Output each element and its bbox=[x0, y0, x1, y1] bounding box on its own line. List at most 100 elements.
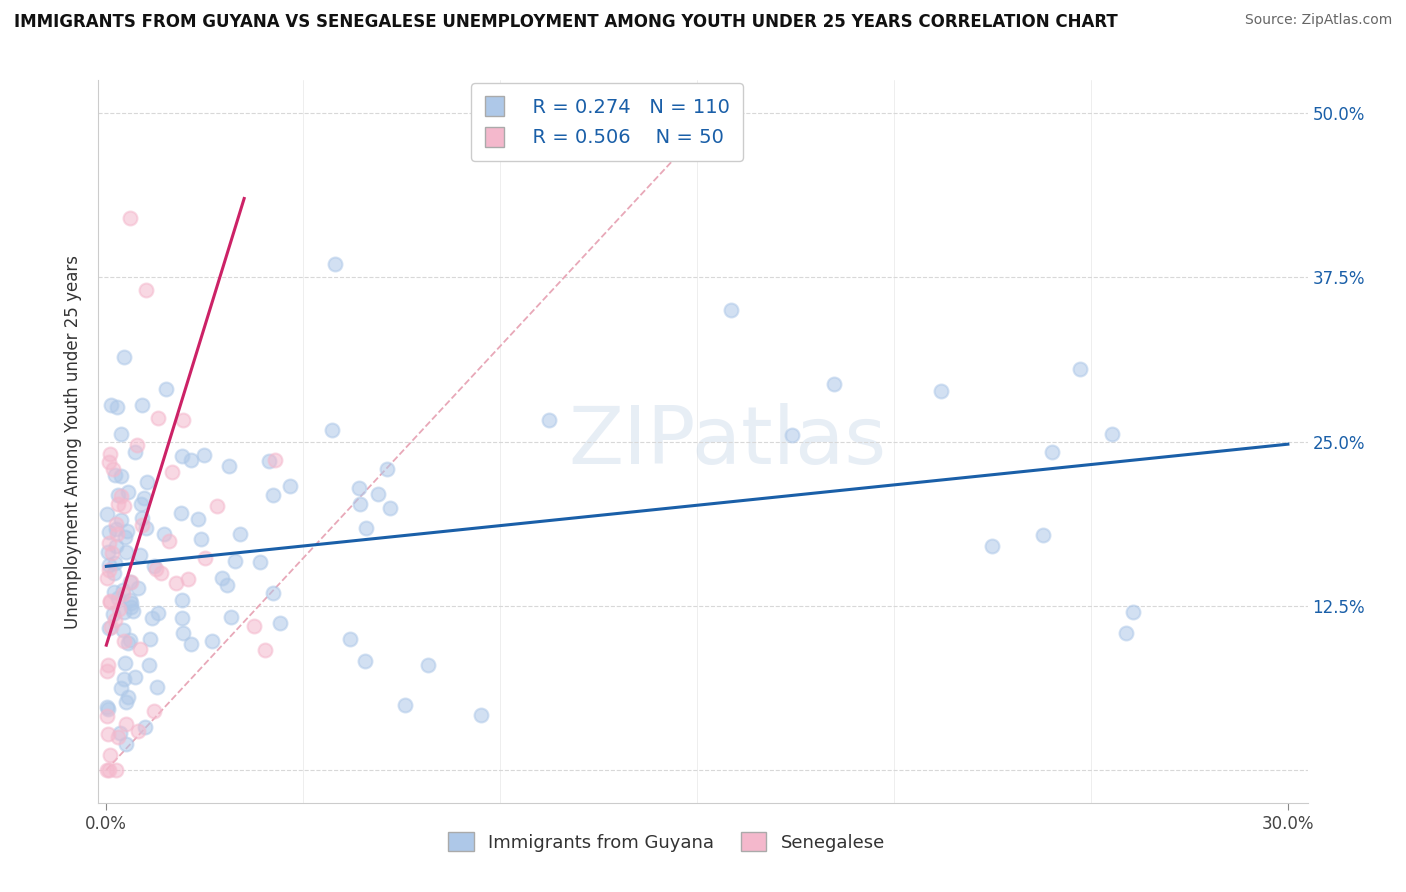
Legend: Immigrants from Guyana, Senegalese: Immigrants from Guyana, Senegalese bbox=[441, 825, 893, 859]
Point bbox=[187, 512, 209, 526]
Point bbox=[170, 593, 193, 607]
Point bbox=[110, 490, 132, 504]
Point bbox=[131, 510, 153, 524]
Point bbox=[112, 672, 135, 686]
Point bbox=[264, 453, 287, 467]
Point bbox=[97, 658, 120, 673]
Point bbox=[207, 499, 229, 513]
Point bbox=[115, 524, 138, 538]
Point bbox=[107, 488, 129, 502]
Point bbox=[172, 413, 194, 427]
Point bbox=[269, 615, 291, 630]
Point bbox=[170, 506, 193, 520]
Point bbox=[96, 571, 118, 585]
Point bbox=[321, 423, 343, 437]
Point bbox=[112, 633, 135, 648]
Point bbox=[120, 596, 142, 610]
Point bbox=[117, 690, 139, 704]
Point bbox=[98, 595, 121, 609]
Point bbox=[1115, 626, 1137, 640]
Point bbox=[190, 533, 212, 547]
Point bbox=[97, 702, 120, 716]
Point bbox=[131, 398, 153, 412]
Point bbox=[114, 350, 136, 364]
Point bbox=[1101, 426, 1123, 441]
Point bbox=[115, 695, 138, 709]
Point bbox=[101, 607, 124, 622]
Point bbox=[180, 453, 202, 467]
Point bbox=[98, 455, 121, 469]
Point bbox=[110, 469, 132, 483]
Point bbox=[148, 410, 170, 425]
Point bbox=[135, 475, 157, 489]
Point bbox=[98, 447, 121, 461]
Point bbox=[117, 636, 139, 650]
Point bbox=[720, 302, 742, 317]
Point bbox=[172, 626, 194, 640]
Point bbox=[349, 497, 371, 511]
Point bbox=[107, 497, 129, 511]
Point bbox=[170, 611, 193, 625]
Point bbox=[118, 592, 141, 607]
Point bbox=[1032, 528, 1054, 542]
Point bbox=[96, 664, 118, 678]
Point bbox=[194, 551, 217, 566]
Point bbox=[159, 533, 181, 548]
Point bbox=[124, 445, 146, 459]
Point bbox=[100, 398, 122, 412]
Point bbox=[100, 747, 122, 762]
Point bbox=[155, 382, 177, 396]
Point bbox=[211, 571, 233, 585]
Point bbox=[142, 704, 165, 718]
Point bbox=[349, 481, 371, 495]
Point bbox=[152, 527, 174, 541]
Point bbox=[323, 257, 346, 271]
Point bbox=[97, 524, 120, 539]
Point bbox=[193, 449, 215, 463]
Point bbox=[101, 546, 124, 560]
Point bbox=[120, 574, 142, 589]
Point bbox=[112, 583, 135, 598]
Point bbox=[110, 513, 132, 527]
Point bbox=[1069, 362, 1091, 376]
Point bbox=[780, 427, 803, 442]
Point bbox=[129, 497, 152, 511]
Point bbox=[96, 763, 118, 777]
Point bbox=[380, 501, 402, 516]
Point bbox=[218, 458, 240, 473]
Point bbox=[135, 284, 157, 298]
Point bbox=[97, 621, 120, 635]
Point bbox=[100, 620, 122, 634]
Point bbox=[98, 558, 121, 572]
Point bbox=[262, 488, 284, 502]
Point bbox=[470, 708, 492, 723]
Point bbox=[165, 576, 187, 591]
Point bbox=[127, 438, 149, 452]
Point bbox=[254, 643, 277, 657]
Point bbox=[132, 491, 155, 506]
Point bbox=[215, 578, 238, 592]
Point bbox=[145, 561, 167, 575]
Point bbox=[97, 544, 120, 558]
Point bbox=[104, 516, 127, 531]
Point bbox=[115, 717, 138, 731]
Point bbox=[112, 605, 135, 619]
Text: IMMIGRANTS FROM GUYANA VS SENEGALESE UNEMPLOYMENT AMONG YOUTH UNDER 25 YEARS COR: IMMIGRANTS FROM GUYANA VS SENEGALESE UNE… bbox=[14, 13, 1118, 31]
Point bbox=[103, 585, 125, 599]
Point bbox=[135, 521, 157, 535]
Point bbox=[107, 602, 129, 616]
Point bbox=[367, 486, 389, 500]
Point bbox=[160, 465, 183, 479]
Point bbox=[108, 726, 131, 740]
Point bbox=[141, 611, 163, 625]
Point bbox=[139, 632, 162, 647]
Point bbox=[146, 606, 169, 620]
Point bbox=[1040, 445, 1063, 459]
Point bbox=[146, 680, 169, 694]
Point bbox=[97, 763, 120, 777]
Point bbox=[117, 485, 139, 500]
Point bbox=[110, 681, 132, 695]
Point bbox=[180, 637, 202, 651]
Point bbox=[104, 613, 127, 627]
Point bbox=[96, 700, 118, 714]
